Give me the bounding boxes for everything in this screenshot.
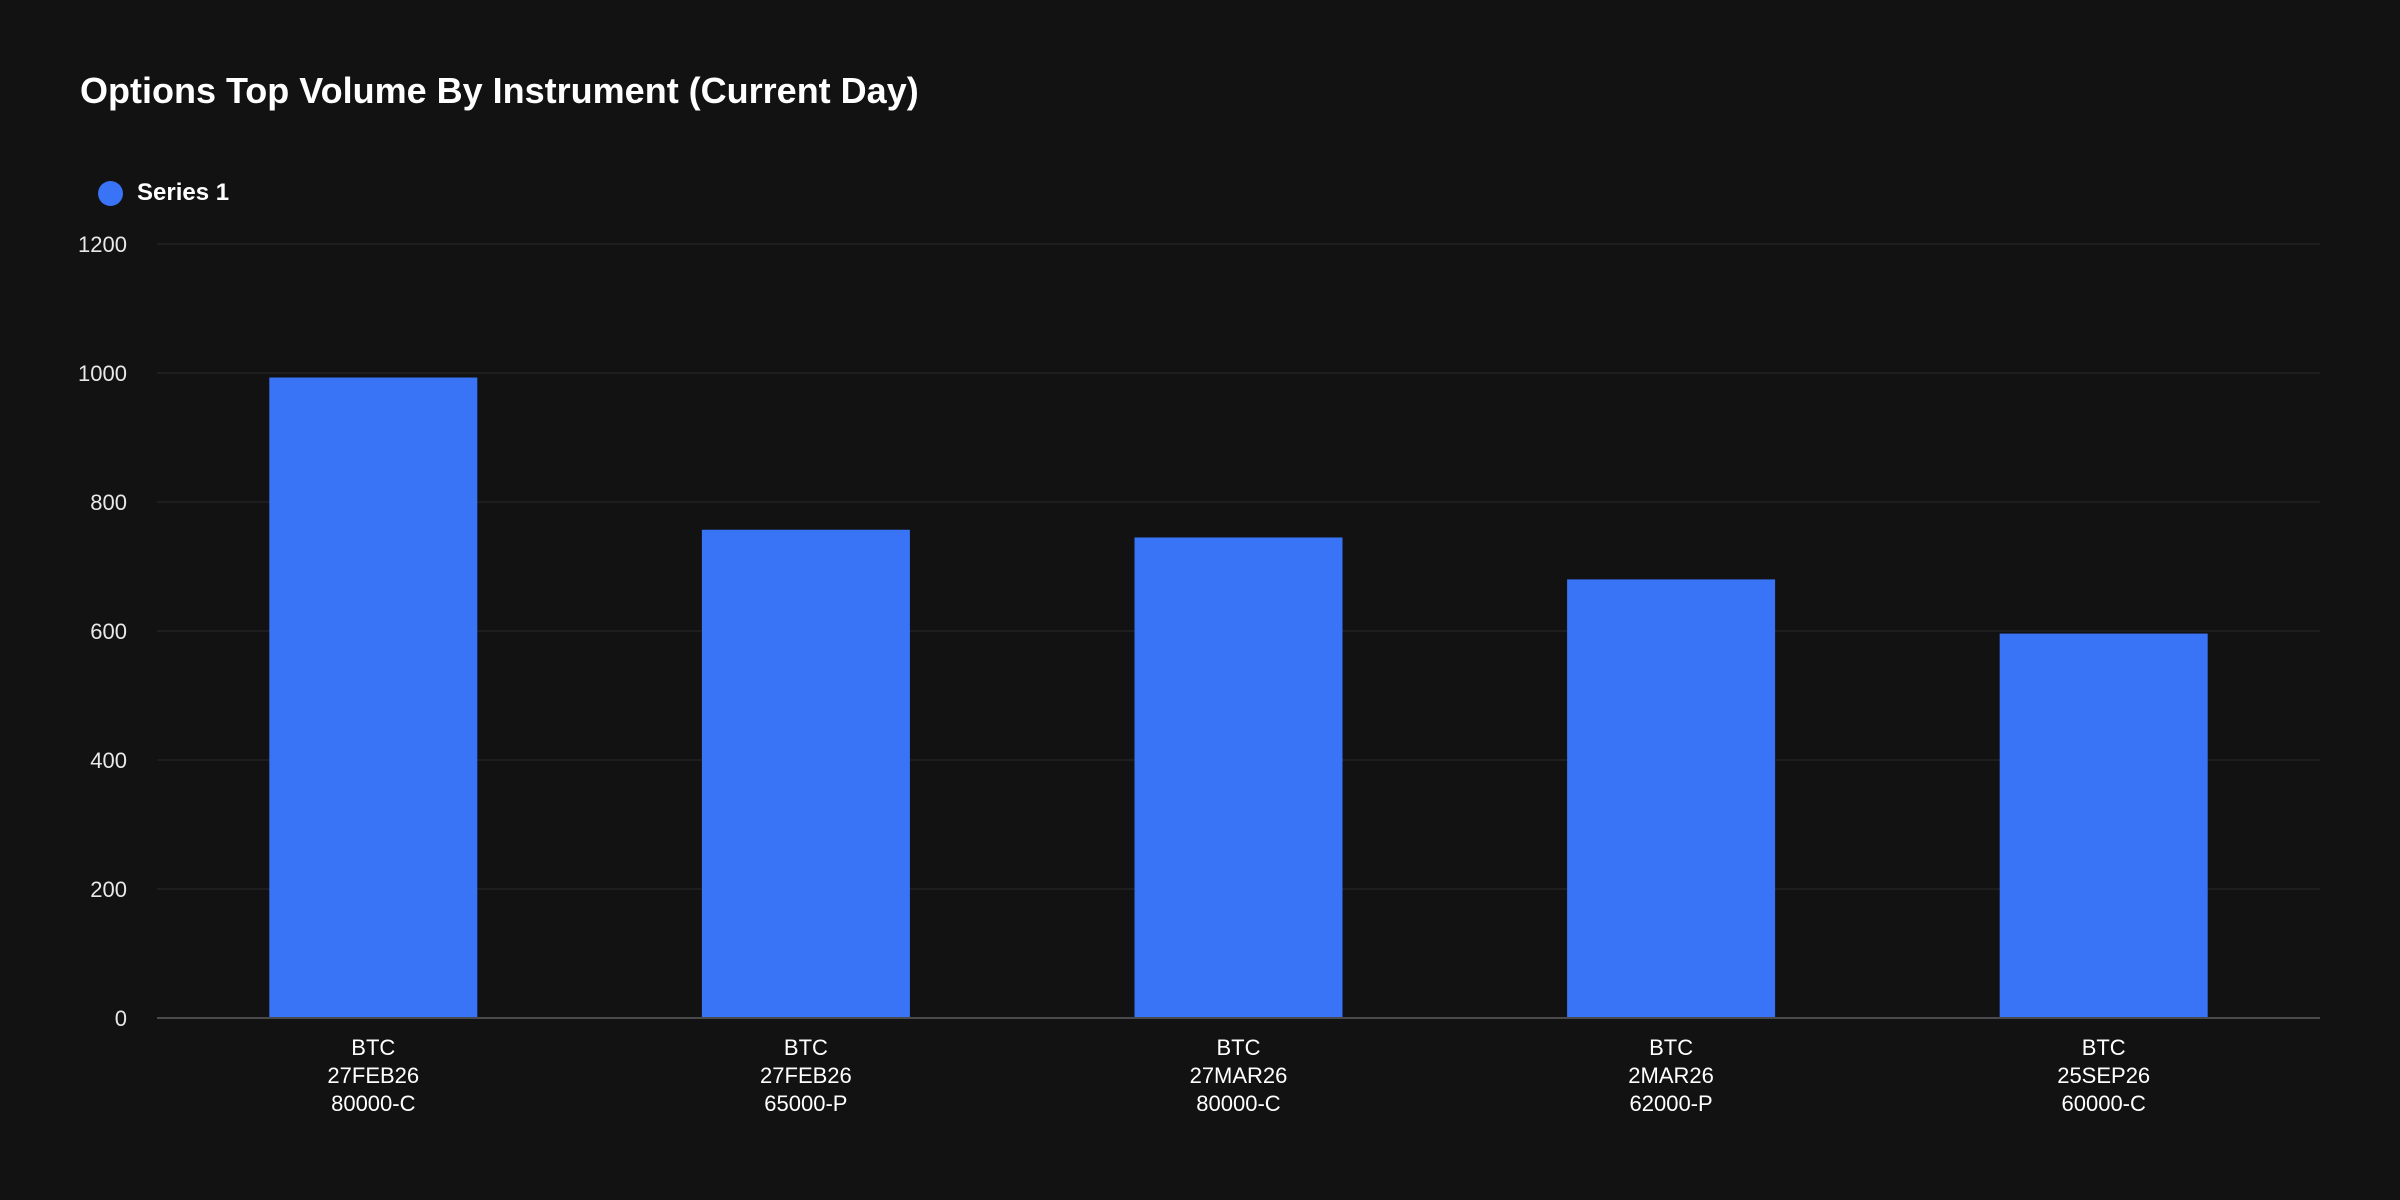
- chart-title: Options Top Volume By Instrument (Curren…: [80, 70, 919, 111]
- bar-4: [1567, 579, 1776, 1018]
- x-tick-label-2-line-3: 65000-P: [764, 1091, 847, 1116]
- x-tick-label-2-line-2: 27FEB26: [760, 1063, 852, 1088]
- x-tick-label-2-line-1: BTC: [784, 1035, 828, 1060]
- x-tick-label-3-line-2: 27MAR26: [1190, 1063, 1288, 1088]
- y-tick-label-600: 600: [90, 619, 127, 644]
- x-tick-label-1-line-3: 80000-C: [331, 1091, 416, 1116]
- x-tick-label-4-line-2: 2MAR26: [1628, 1063, 1714, 1088]
- x-tick-label-5-line-2: 25SEP26: [2057, 1063, 2150, 1088]
- x-tick-label-5-line-3: 60000-C: [2062, 1091, 2147, 1116]
- legend[interactable]: Series 1: [98, 179, 229, 207]
- legend-swatch-series-1: [98, 180, 123, 206]
- x-tick-label-1: BTC 27FEB26 80000-C: [327, 1035, 419, 1116]
- bar-1: [269, 377, 478, 1018]
- x-tick-label-4-line-3: 62000-P: [1630, 1091, 1713, 1116]
- bar-5: [1999, 633, 2208, 1018]
- y-tick-label-0: 0: [115, 1006, 127, 1031]
- x-tick-label-5: BTC 25SEP26 60000-C: [2057, 1035, 2150, 1116]
- x-tick-label-1-line-1: BTC: [351, 1035, 395, 1060]
- x-tick-label-4-line-1: BTC: [1649, 1035, 1693, 1060]
- x-tick-label-5-line-1: BTC: [2082, 1035, 2126, 1060]
- y-tick-label-400: 400: [90, 748, 127, 773]
- legend-label-series-1: Series 1: [137, 179, 230, 206]
- x-tick-label-3-line-3: 80000-C: [1196, 1091, 1281, 1116]
- y-tick-label-800: 800: [90, 490, 127, 515]
- x-tick-label-3-line-1: BTC: [1217, 1035, 1261, 1060]
- y-tick-label-1000: 1000: [78, 361, 127, 386]
- x-tick-label-1-line-2: 27FEB26: [327, 1063, 419, 1088]
- x-tick-label-3: BTC 27MAR26 80000-C: [1190, 1035, 1288, 1116]
- y-tick-label-200: 200: [90, 877, 127, 902]
- x-tick-label-4: BTC 2MAR26 62000-P: [1628, 1035, 1714, 1116]
- bar-3: [1134, 537, 1343, 1018]
- x-tick-label-2: BTC 27FEB26 65000-P: [760, 1035, 852, 1116]
- bar-2: [701, 529, 910, 1018]
- y-tick-label-1200: 1200: [78, 232, 127, 257]
